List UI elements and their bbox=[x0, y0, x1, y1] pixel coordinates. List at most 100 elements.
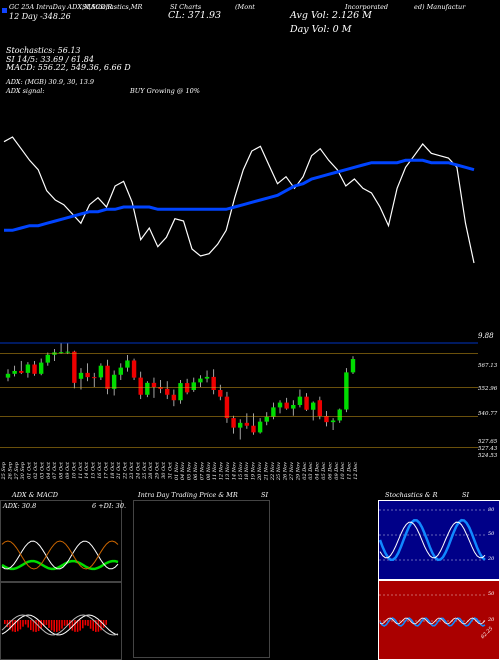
macd-histogram-bar bbox=[95, 620, 97, 632]
candle-down bbox=[184, 383, 190, 393]
candle-up bbox=[12, 370, 17, 374]
date-label: 31 Oct bbox=[167, 461, 173, 479]
stoch-d-line bbox=[379, 521, 486, 559]
minus-di-line bbox=[1, 540, 119, 570]
macd-histogram-bar bbox=[50, 620, 53, 631]
date-label: 11 Oct bbox=[78, 461, 84, 479]
date-label: 27 Sep bbox=[14, 461, 20, 480]
candle-up bbox=[118, 367, 123, 375]
panel1-adx: ADX: 30.8 bbox=[3, 502, 37, 510]
candle-up bbox=[191, 382, 196, 390]
date-label: 10 Dec bbox=[340, 462, 346, 480]
candle-up bbox=[38, 362, 44, 374]
macd-histogram-bar bbox=[69, 620, 71, 629]
stoch-value: Stochastics: 56.13 bbox=[6, 46, 81, 55]
stoch-tick-80: 80 bbox=[488, 507, 495, 513]
macd-histogram-bar bbox=[30, 620, 32, 631]
header-title-2: SI,Stochastics,MR bbox=[82, 3, 143, 11]
candle-down bbox=[105, 365, 110, 389]
price-label-6: 524.53 bbox=[478, 453, 498, 459]
candle-down bbox=[85, 372, 90, 378]
header-day-change: 12 Day -348.26 bbox=[9, 12, 71, 21]
candle-up bbox=[238, 422, 243, 428]
macd-histogram-bar bbox=[43, 620, 45, 627]
macd-value: MACD: 556.22, 549.36, 6.66 D bbox=[6, 63, 131, 72]
candle-down bbox=[211, 376, 216, 390]
date-label: 24 Oct bbox=[135, 461, 141, 480]
candle-up bbox=[125, 360, 130, 368]
candle-up bbox=[45, 354, 51, 363]
date-label: 29 Oct bbox=[155, 461, 161, 480]
candle-up bbox=[277, 402, 283, 408]
date-label: 25 Sep bbox=[1, 461, 7, 480]
date-label: 16 Oct bbox=[97, 461, 103, 479]
candle-up bbox=[344, 372, 349, 410]
date-label: 25 Oct bbox=[142, 461, 148, 480]
candle-up bbox=[198, 378, 203, 383]
price-label-top: 9.88 bbox=[478, 332, 494, 340]
date-label: 15 Nov bbox=[238, 462, 244, 480]
macd-histogram-bar bbox=[6, 620, 9, 628]
candle-up bbox=[350, 359, 356, 373]
date-label: 04 Nov bbox=[180, 462, 186, 480]
si-value: SI 14/5: 33.69 / 61.84 bbox=[6, 55, 94, 64]
date-label: 09 Oct bbox=[65, 461, 71, 479]
date-label: 25 Nov bbox=[276, 462, 282, 481]
macd-histogram-bar bbox=[105, 620, 107, 625]
macd-histogram-bar bbox=[61, 620, 63, 629]
macd-histogram-bar bbox=[48, 620, 50, 628]
date-label: 04 Oct bbox=[46, 461, 52, 479]
date-label: 26 Nov bbox=[283, 462, 289, 481]
macd-histogram-bar bbox=[40, 620, 42, 630]
candle-down bbox=[244, 422, 250, 426]
date-label: 23 Oct bbox=[129, 461, 135, 480]
date-label: 17 Oct bbox=[103, 461, 109, 479]
macd-histogram-bar bbox=[87, 620, 89, 626]
rsi-tick-50: 50 bbox=[488, 591, 495, 597]
date-labels-group: 25 Sep 26 Sep 27 Sep 30 Sep 01 Oct 02 Oct 03 O… bbox=[1, 461, 359, 481]
date-label: 18 Nov bbox=[244, 462, 250, 480]
date-label: 18 Oct bbox=[110, 461, 116, 479]
candle-down bbox=[304, 396, 309, 410]
candle-down bbox=[317, 400, 323, 417]
candle-up bbox=[145, 382, 150, 395]
header-title-6: ed) Manufactur bbox=[414, 3, 466, 11]
signal-line bbox=[1, 614, 119, 636]
candle-down bbox=[72, 351, 77, 383]
header-day-vol: Day Vol: 0 M bbox=[290, 24, 352, 35]
candle-up bbox=[98, 365, 104, 378]
legend-marker bbox=[2, 8, 7, 13]
candle-down bbox=[138, 377, 143, 395]
macd-histogram-bar bbox=[14, 620, 16, 632]
macd-histogram-bar bbox=[84, 620, 87, 626]
macd-histogram-bar bbox=[45, 620, 48, 625]
date-label: 13 Nov bbox=[225, 462, 231, 480]
macd-histogram-bar bbox=[92, 620, 94, 631]
header-close: CL: 371.93 bbox=[168, 10, 222, 21]
panel3-si: SI bbox=[462, 491, 470, 499]
panel1-di: 6 +DI: 30. bbox=[92, 502, 127, 510]
date-label: 01 Nov bbox=[174, 462, 180, 480]
date-label: 21 Nov bbox=[263, 462, 269, 481]
price-label-4: 527.65 bbox=[478, 439, 498, 445]
date-label: 30 Sep bbox=[20, 461, 26, 479]
candle-up bbox=[65, 351, 70, 353]
stoch-k-line bbox=[378, 518, 486, 562]
candle-down bbox=[158, 387, 163, 389]
candle-down bbox=[151, 382, 157, 388]
candle-up bbox=[78, 372, 84, 379]
date-label: 26 Sep bbox=[7, 461, 13, 480]
price-line bbox=[3, 136, 475, 264]
price-label-1: 567.13 bbox=[478, 363, 498, 369]
macd-histogram-bar bbox=[4, 620, 6, 624]
adx-panel bbox=[0, 500, 122, 582]
panel3-title: Stochastics & R bbox=[385, 491, 438, 499]
macd-histogram-bar bbox=[35, 620, 37, 632]
date-label: 07 Oct bbox=[52, 461, 58, 479]
candle-down bbox=[251, 425, 256, 433]
macd-histogram-bar bbox=[100, 620, 102, 631]
date-label: 08 Oct bbox=[59, 461, 65, 479]
header-title-4: (Mont bbox=[235, 3, 255, 11]
header-title-1: GC 25A IntraDay ADX,MACD,R bbox=[9, 3, 113, 11]
